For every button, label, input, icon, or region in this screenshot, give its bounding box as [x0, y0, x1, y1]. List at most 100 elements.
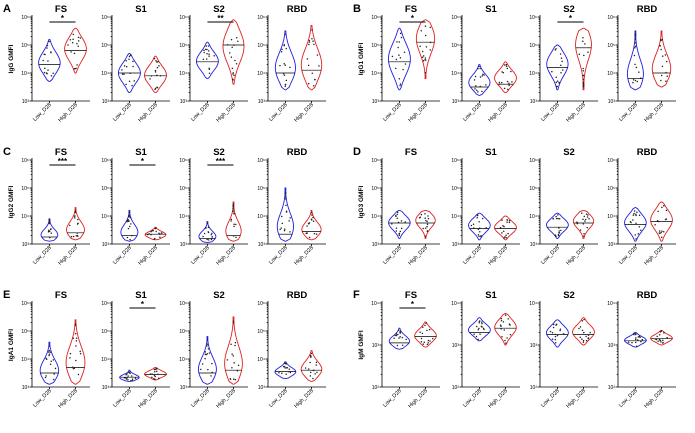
data-point [579, 229, 582, 231]
significance-label: * [141, 157, 145, 166]
data-point [640, 77, 642, 79]
violin-high [572, 209, 595, 239]
data-point [127, 227, 130, 230]
data-point [473, 79, 476, 81]
data-point [154, 368, 157, 370]
data-point [151, 229, 153, 232]
data-point [403, 51, 406, 54]
violin-low [624, 331, 647, 348]
violin-low [468, 317, 491, 342]
data-point [399, 57, 402, 59]
x-tick-label: Low_D28 [462, 245, 483, 266]
data-point [576, 221, 578, 223]
data-point [74, 215, 76, 217]
y-tick-label: 10⁵ [451, 43, 459, 49]
data-point [633, 54, 636, 57]
data-point [131, 379, 133, 382]
y-tick-label: 10³ [530, 99, 538, 105]
data-point [69, 39, 72, 41]
violin-high [224, 316, 243, 385]
data-point [660, 74, 663, 77]
plot-B-S2: S2 10³ 10⁴ 10⁵ 10⁶ Low_D28 High_D28 * [529, 4, 598, 124]
data-point [424, 217, 426, 219]
data-point [581, 338, 583, 340]
data-point [213, 55, 215, 57]
y-tick-label: 10⁶ [607, 158, 615, 164]
y-tick-label: 10³ [372, 99, 380, 105]
significance-label: * [411, 14, 415, 23]
data-point [578, 53, 581, 55]
y-tick-label: 10⁴ [257, 214, 265, 220]
plot-A-RBD: RBD 10³ 10⁴ 10⁵ 10⁶ Low_D28 High_D28 [257, 4, 326, 124]
x-tick-label: High_D28 [565, 102, 587, 124]
data-point [658, 338, 661, 341]
data-point [69, 352, 72, 355]
data-point [232, 322, 235, 324]
data-point [72, 235, 75, 238]
data-point [478, 227, 481, 229]
data-point [396, 217, 399, 219]
y-tick-label: 10³ [530, 242, 538, 248]
data-point [586, 216, 589, 218]
violin-high [300, 24, 323, 91]
data-point [506, 221, 508, 223]
data-point [479, 85, 482, 88]
data-point [557, 234, 560, 237]
data-point [654, 338, 657, 340]
x-tick-label: High_D28 [643, 245, 665, 267]
data-point [638, 225, 641, 228]
data-point [308, 39, 311, 42]
x-tick-label: High_D28 [57, 388, 79, 410]
data-point [234, 378, 237, 381]
violin-low [624, 207, 647, 242]
data-point [45, 375, 47, 377]
y-tick-label: 10⁶ [21, 15, 29, 21]
data-point [77, 40, 80, 42]
data-point [505, 63, 508, 66]
data-point [562, 69, 564, 71]
data-point [283, 228, 286, 230]
data-point [285, 47, 288, 50]
data-point [558, 230, 560, 232]
data-point [559, 329, 561, 332]
data-point [555, 48, 557, 50]
data-point [582, 339, 585, 342]
data-point [206, 222, 208, 224]
data-point [634, 38, 636, 40]
data-point [318, 65, 320, 67]
data-point [315, 364, 318, 366]
y-tick-label: 10⁵ [371, 43, 379, 49]
violin-high [415, 19, 436, 80]
data-point [202, 58, 205, 61]
data-point [121, 73, 124, 75]
data-point [77, 222, 79, 224]
data-point [480, 321, 483, 323]
x-tick-label: Low_D28 [32, 102, 53, 123]
data-point [312, 216, 314, 219]
y-tick-label: 10³ [22, 99, 30, 105]
data-point [283, 74, 286, 76]
data-point [315, 233, 318, 235]
data-point [309, 371, 312, 374]
data-point [74, 324, 77, 327]
data-point [634, 45, 637, 48]
data-point [664, 54, 667, 56]
y-tick-label: 10⁴ [101, 357, 109, 363]
data-point [635, 337, 637, 339]
data-point [474, 88, 476, 90]
data-point [659, 339, 662, 342]
data-point [660, 330, 663, 332]
data-point [74, 211, 77, 213]
y-tick-label: 10⁴ [21, 357, 29, 363]
data-point [425, 46, 428, 48]
data-point [641, 338, 644, 341]
data-point [309, 361, 311, 364]
data-point [506, 337, 508, 339]
data-point [498, 81, 501, 84]
data-point [308, 41, 311, 43]
data-point [587, 51, 589, 53]
violin-low [468, 212, 491, 241]
data-point [393, 337, 395, 340]
violin-low [117, 52, 141, 94]
